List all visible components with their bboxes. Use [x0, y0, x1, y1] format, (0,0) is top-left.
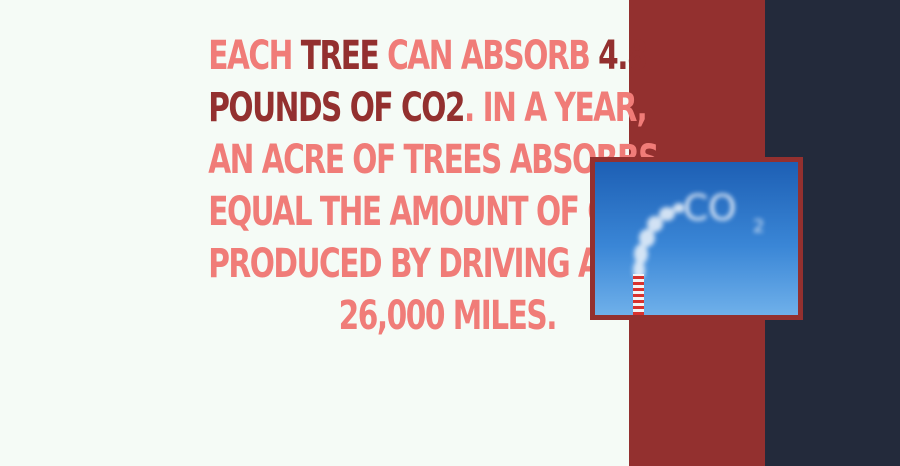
smokestack: [633, 274, 644, 315]
co2-smokestack-photo: CO 2: [590, 157, 803, 320]
co2-smoke-subscript: 2: [753, 216, 764, 237]
fact-segment: can absorb: [378, 33, 599, 79]
fact-highlight: pounds of CO2: [208, 85, 465, 131]
fact-line-6: 26,000 miles.: [338, 293, 558, 339]
fact-line-3: an acre of trees absorbs: [208, 137, 659, 183]
fact-segment: . In a year,: [463, 85, 648, 131]
fact-line-1: Each tree can absorb 4.8: [208, 33, 647, 79]
fact-text: Each tree can absorb 4.8 pounds of CO2. …: [208, 30, 673, 342]
co2-smokestack-illustration: CO 2: [595, 162, 798, 315]
fact-line-4: equal the amount of CO2: [208, 189, 652, 235]
fact-highlight: 4.8: [598, 33, 647, 79]
fact-line-2: pounds of CO2. In a year,: [208, 85, 648, 131]
co2-smoke-text: CO: [683, 188, 736, 229]
fact-highlight: tree: [300, 33, 380, 79]
fact-segment: Each: [208, 33, 301, 79]
